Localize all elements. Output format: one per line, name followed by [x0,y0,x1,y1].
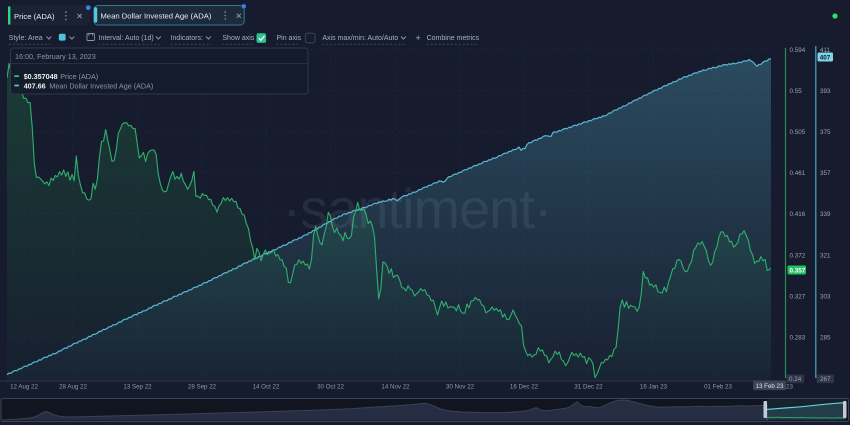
svg-text:0.416: 0.416 [790,211,806,218]
svg-text:0.372: 0.372 [790,252,806,259]
svg-text:Axis max/min: Auto/Auto: Axis max/min: Auto/Auto [322,35,398,42]
svg-text:303: 303 [820,293,831,300]
svg-text:339: 339 [820,211,831,218]
svg-text:Pin axis: Pin axis [277,35,302,42]
svg-text:0.357: 0.357 [790,268,806,275]
svg-text:0.594: 0.594 [790,47,806,54]
svg-text:321: 321 [820,252,831,259]
svg-text:14 Nov 22: 14 Nov 22 [381,384,410,391]
svg-text:357: 357 [820,170,831,177]
svg-text:28 Aug 22: 28 Aug 22 [59,384,87,391]
svg-text:$0.357048: $0.357048 [24,72,58,81]
svg-text:0.505: 0.505 [790,129,806,136]
svg-text:0.461: 0.461 [790,170,806,177]
svg-text:Indicators:: Indicators: [171,35,203,42]
svg-text:31 Dec 22: 31 Dec 22 [574,384,603,391]
svg-text:12 Aug 22: 12 Aug 22 [10,384,38,391]
svg-text:16 Dec 22: 16 Dec 22 [510,384,539,391]
svg-text:Style: Area: Style: Area [9,35,43,42]
svg-text:13 Feb 23: 13 Feb 23 [756,383,784,390]
svg-text:Interval: Auto (1d): Interval: Auto (1d) [99,35,154,42]
svg-text:411: 411 [820,47,831,54]
svg-text:375: 375 [820,129,831,136]
svg-text:393: 393 [820,88,831,95]
svg-text:23: 23 [786,384,793,391]
svg-text:0.283: 0.283 [790,335,806,342]
svg-text:Price (ADA): Price (ADA) [60,72,98,81]
svg-text:13 Sep 22: 13 Sep 22 [123,384,152,391]
svg-text:0.327: 0.327 [790,293,806,300]
svg-text:30 Oct 22: 30 Oct 22 [317,384,344,391]
svg-text:0.24: 0.24 [789,376,802,383]
svg-text:267: 267 [820,376,831,383]
svg-text:16 Jan 23: 16 Jan 23 [640,384,668,391]
svg-text:0.55: 0.55 [790,88,803,95]
svg-text:16:00, February 13, 2023: 16:00, February 13, 2023 [15,52,96,61]
svg-text:14 Oct 22: 14 Oct 22 [253,384,280,391]
svg-text:Mean Dollar Invested Age (ADA): Mean Dollar Invested Age (ADA) [100,12,212,21]
svg-text:01 Feb 23: 01 Feb 23 [704,384,732,391]
svg-text:407.66: 407.66 [24,81,46,90]
svg-text:+: + [416,33,421,43]
svg-text:Mean Dollar Invested Age (ADA): Mean Dollar Invested Age (ADA) [49,81,153,90]
svg-text:30 Nov 22: 30 Nov 22 [446,384,475,391]
svg-text:Show axis: Show axis [222,35,254,42]
svg-text:·santiment·: ·santiment· [282,177,551,240]
svg-text:28 Sep 22: 28 Sep 22 [188,384,217,391]
svg-text:Combine metrics: Combine metrics [427,35,480,42]
svg-text:Price (ADA): Price (ADA) [14,12,55,21]
svg-text:407: 407 [820,55,831,62]
svg-text:285: 285 [820,335,831,342]
